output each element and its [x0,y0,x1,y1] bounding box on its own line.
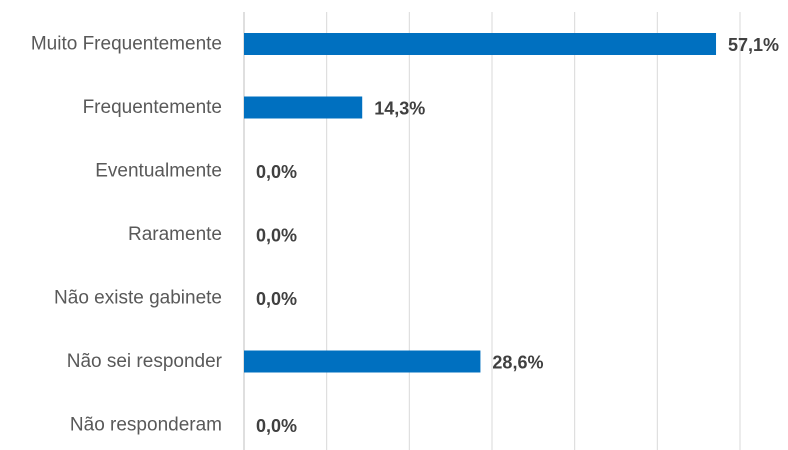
category-label: Não responderam [70,415,222,436]
data-label: 0,0% [256,226,297,246]
bar [244,96,363,119]
bar [244,33,717,55]
bars [244,33,717,373]
bar [244,350,481,373]
category-label: Raramente [128,224,222,245]
data-label: 0,0% [256,289,297,309]
category-label: Eventualmente [95,161,222,182]
data-label: 14,3% [374,99,425,119]
category-label: Frequentemente [83,97,222,118]
category-label: Não existe gabinete [54,288,222,309]
data-label: 28,6% [492,353,543,373]
value-labels: 57,1% 14,3% 0,0% 0,0% 0,0% 28,6% 0,0% [256,35,779,436]
data-label: 57,1% [728,35,779,55]
data-label: 0,0% [256,162,297,182]
category-labels: Muito Frequentemente Frequentemente Eventu… [31,34,223,436]
category-label: Não sei responder [67,351,223,372]
data-label: 0,0% [256,416,297,436]
gridlines [326,12,741,450]
category-label: Muito Frequentemente [31,34,222,55]
